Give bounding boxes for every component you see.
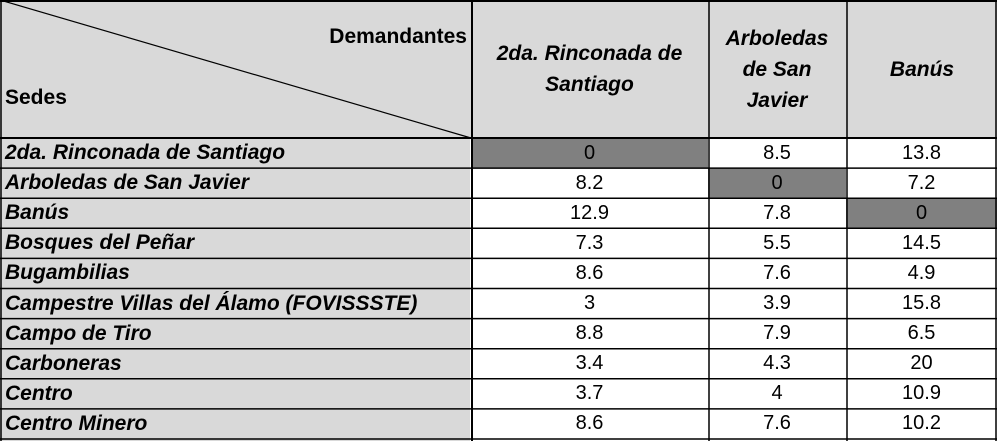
table-cell: 8.8 bbox=[575, 322, 604, 345]
table-cell: 0 bbox=[471, 138, 708, 169]
table-cell: 4.9 bbox=[907, 261, 936, 284]
table-cell: 0 bbox=[708, 168, 846, 199]
row-label: Campestre Villas del Álamo (FOVISSSTE) bbox=[5, 291, 418, 315]
table-cell: 8.2 bbox=[575, 171, 604, 194]
table-cell: 7.8 bbox=[763, 201, 791, 224]
row-label: Arboledas de San Javier bbox=[5, 171, 249, 195]
row-label: Centro Minero bbox=[5, 411, 148, 435]
table-cell: 8.6 bbox=[575, 261, 604, 284]
column-header-1: 2da. Rinconada de Santiago bbox=[496, 42, 683, 96]
table-cell: 7.3 bbox=[575, 231, 604, 254]
table-cell: 14.5 bbox=[902, 231, 941, 254]
row-label: Centro bbox=[5, 381, 73, 405]
table-cell: 4.3 bbox=[763, 352, 791, 375]
row-label: Banús bbox=[5, 201, 70, 225]
table-cell: 8.5 bbox=[763, 141, 791, 164]
table-cell: 10.2 bbox=[902, 412, 941, 435]
corner-label-demandantes: Demandantes bbox=[329, 25, 467, 48]
row-label: 2da. Rinconada de Santiago bbox=[5, 141, 286, 165]
row-label: Carboneras bbox=[5, 351, 122, 375]
column-header-2: Arboledas de San Javier bbox=[725, 26, 829, 112]
table-cell: 13.8 bbox=[902, 141, 941, 164]
row-label-band bbox=[0, 138, 470, 441]
table-cell: 4 bbox=[771, 382, 783, 405]
table-cell: 7.2 bbox=[907, 171, 936, 194]
table-cell: 0 bbox=[846, 198, 997, 229]
column-header-3: Banús bbox=[889, 57, 955, 81]
table-cell: 5.5 bbox=[763, 231, 791, 254]
row-label: Bosques del Peñar bbox=[5, 231, 195, 255]
corner-label-sedes: Sedes bbox=[5, 86, 67, 109]
table-cell: 15.8 bbox=[902, 292, 941, 315]
row-label: Bugambilias bbox=[5, 261, 130, 285]
table-cell: 10.9 bbox=[902, 382, 941, 405]
table-cell: 3.7 bbox=[575, 382, 604, 405]
row-label: Campo de Tiro bbox=[5, 321, 152, 345]
table-cell: 3.9 bbox=[763, 292, 791, 315]
table-cell: 3 bbox=[583, 292, 596, 315]
table-cell: 7.9 bbox=[763, 322, 791, 345]
table-cell: 3.4 bbox=[575, 352, 604, 375]
table-cell: 20 bbox=[910, 352, 933, 375]
table-cell: 6.5 bbox=[907, 322, 936, 345]
table-cell: 12.9 bbox=[570, 201, 609, 224]
table-cell: 7.6 bbox=[763, 261, 791, 284]
table-cell: 7.6 bbox=[763, 412, 791, 435]
table-cell: 8.6 bbox=[575, 412, 604, 435]
